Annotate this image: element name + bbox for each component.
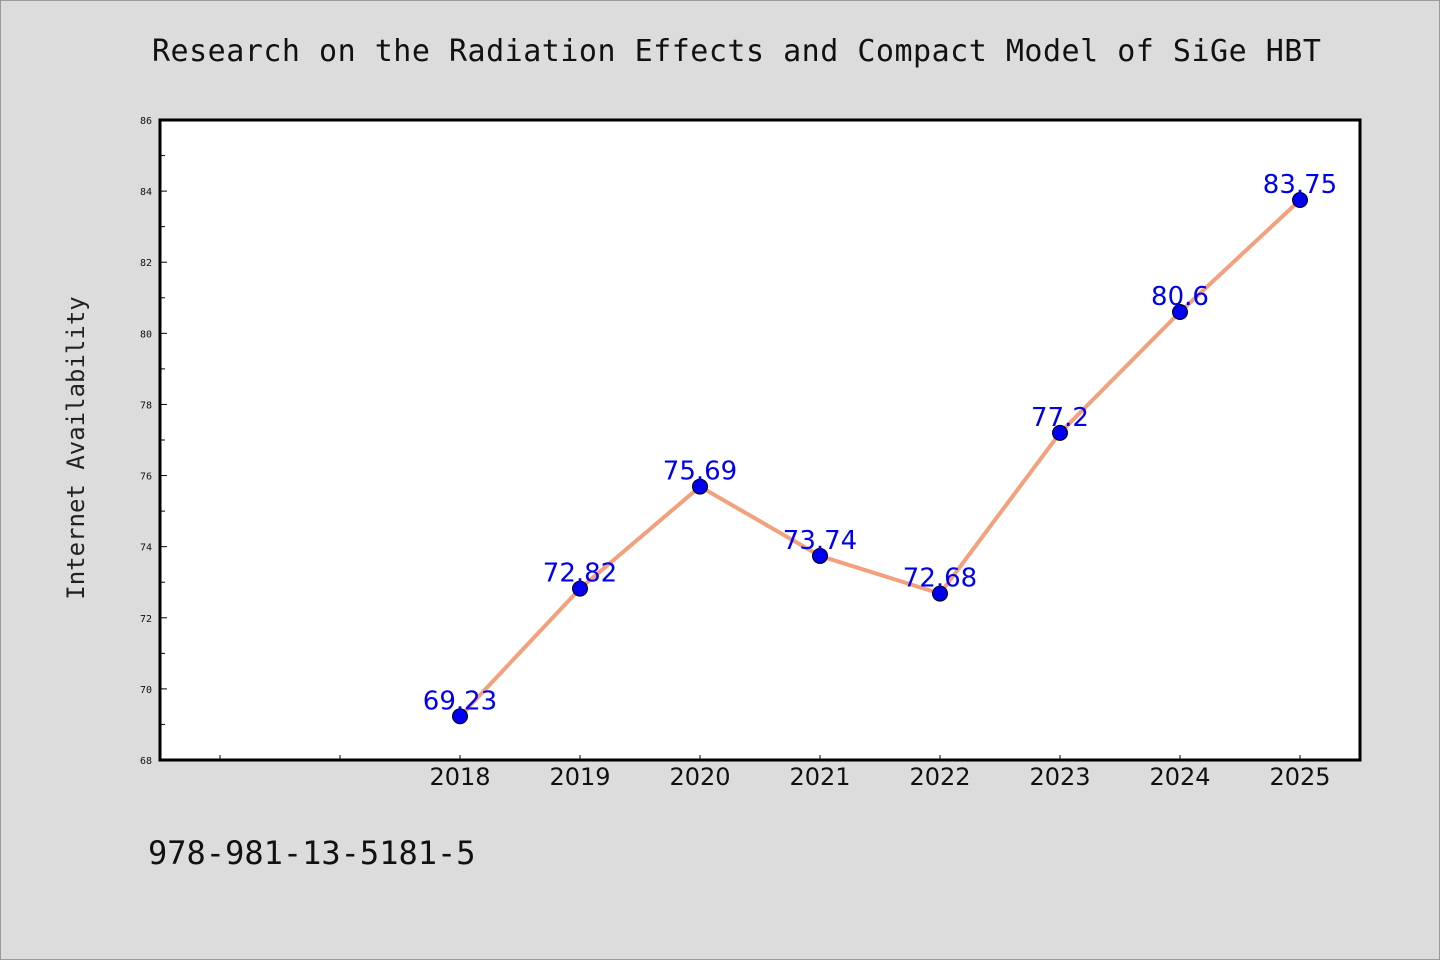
data-point	[692, 478, 708, 495]
x-tick-label: 2020	[669, 763, 730, 791]
data-label: 69.23	[423, 686, 497, 716]
x-tick-label: 2023	[1029, 763, 1090, 791]
y-tick-label: 78	[140, 400, 152, 411]
series-line	[458, 198, 1302, 719]
data-label: 72.82	[543, 559, 617, 589]
data-point	[1172, 304, 1188, 320]
chart-title: Research on the Radiation Effects and Co…	[152, 34, 1322, 69]
data-label: 72.68	[903, 564, 977, 594]
data-point	[932, 585, 948, 602]
x-tick-label: 2019	[549, 763, 610, 791]
data-point	[1052, 424, 1068, 441]
y-tick-label: 70	[140, 685, 152, 696]
data-point	[1292, 192, 1308, 208]
data-point	[572, 580, 588, 597]
data-label: 83.75	[1263, 170, 1337, 200]
y-tick-label: 74	[140, 543, 152, 554]
plot-background	[158, 118, 1362, 762]
y-tick-label: 72	[140, 614, 152, 625]
data-label: 80.6	[1151, 282, 1209, 312]
y-tick-label: 82	[140, 258, 152, 269]
y-tick-label: 86	[140, 116, 152, 127]
data-label: 75.69	[663, 457, 737, 487]
x-tick-label: 2018	[429, 763, 490, 791]
data-point	[452, 708, 468, 725]
data-label: 73.74	[783, 526, 857, 556]
y-tick-label: 80	[140, 329, 152, 340]
y-tick-label: 68	[140, 756, 152, 767]
x-tick-label: 2021	[789, 763, 850, 791]
y-tick-label: 76	[140, 472, 152, 483]
data-point	[812, 547, 828, 564]
isbn-footer: 978-981-13-5181-5	[148, 834, 476, 872]
y-tick-label: 84	[140, 187, 152, 198]
x-tick-label: 2025	[1269, 763, 1330, 791]
x-tick-label: 2022	[909, 763, 970, 791]
y-axis-label: Internet Availability	[62, 296, 90, 599]
data-label: 77.2	[1031, 403, 1089, 433]
x-tick-label: 2024	[1149, 763, 1210, 791]
